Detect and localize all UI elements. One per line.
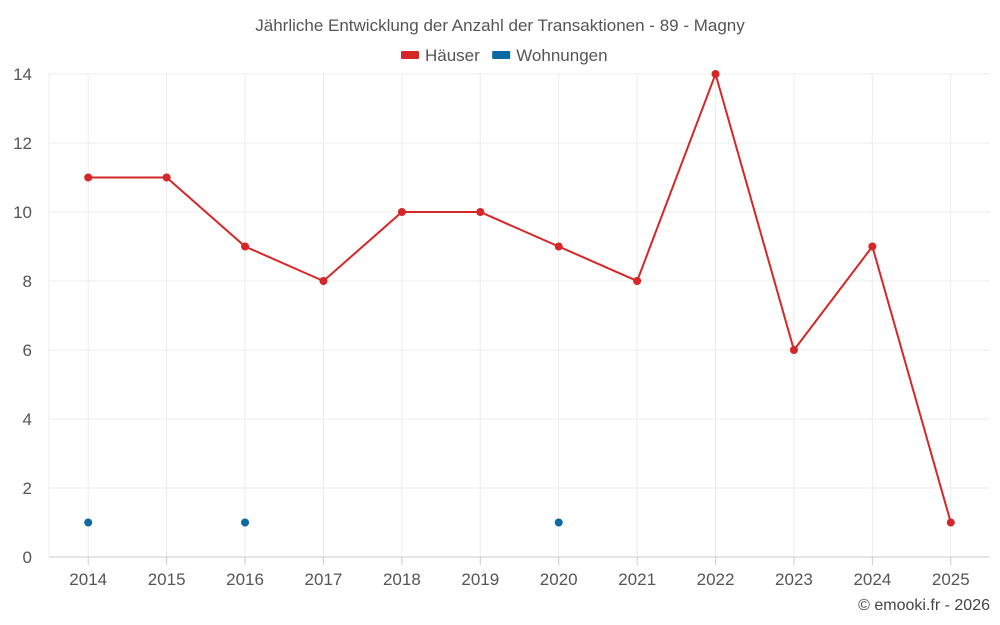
- x-tick-label: 2025: [932, 570, 970, 589]
- x-tick-label: 2015: [148, 570, 186, 589]
- data-point: [241, 518, 250, 527]
- legend-item[interactable]: Häuser: [401, 46, 480, 65]
- y-tick-label: 6: [23, 341, 32, 360]
- legend: Häuser Wohnungen: [401, 46, 608, 65]
- grid: [48, 73, 990, 557]
- x-tick-label: 2018: [383, 570, 421, 589]
- x-tick-label: 2020: [540, 570, 578, 589]
- y-tick-label: 10: [13, 203, 32, 222]
- x-tick-label: 2023: [775, 570, 813, 589]
- series-layer: [84, 70, 955, 527]
- legend-swatch: [492, 51, 511, 59]
- data-point: [241, 242, 250, 251]
- y-tick-label: 4: [23, 410, 32, 429]
- x-tick-label: 2017: [305, 570, 343, 589]
- legend-item[interactable]: Wohnungen: [492, 46, 608, 65]
- data-point: [554, 518, 563, 527]
- data-point: [946, 518, 955, 527]
- y-tick-label: 14: [13, 65, 32, 84]
- x-tick-label: 2019: [461, 570, 499, 589]
- data-point: [633, 277, 642, 285]
- legend-label: Häuser: [425, 46, 480, 65]
- data-point: [868, 242, 877, 251]
- legend-label: Wohnungen: [516, 46, 607, 65]
- x-tick-label: 2022: [697, 570, 735, 589]
- data-point: [84, 518, 93, 527]
- data-point: [711, 70, 720, 78]
- axes: 0 2 4 6 8 10 12 14 2014 2015 2016 2017 2018 2019 2020 2…: [13, 65, 990, 589]
- series-line: [88, 70, 952, 523]
- y-tick-label: 0: [23, 548, 32, 567]
- data-point: [476, 208, 485, 216]
- chart-title: Jährliche Entwicklung der Anzahl der Tra…: [255, 16, 745, 35]
- legend-swatch: [401, 51, 419, 59]
- data-point: [319, 277, 328, 285]
- data-point: [397, 208, 406, 216]
- y-tick-label: 12: [13, 134, 32, 153]
- data-point: [789, 346, 798, 354]
- data-point: [554, 242, 563, 251]
- x-tick-label: 2016: [226, 570, 264, 589]
- x-tick-label: 2024: [853, 570, 891, 589]
- y-tick-label: 8: [23, 272, 32, 291]
- data-point: [84, 173, 93, 182]
- x-tick-label: 2014: [69, 570, 107, 589]
- x-tick-label: 2021: [618, 570, 656, 589]
- y-tick-label: 2: [23, 479, 32, 498]
- credit-text: © emooki.fr - 2026: [858, 597, 990, 614]
- data-point: [162, 173, 171, 182]
